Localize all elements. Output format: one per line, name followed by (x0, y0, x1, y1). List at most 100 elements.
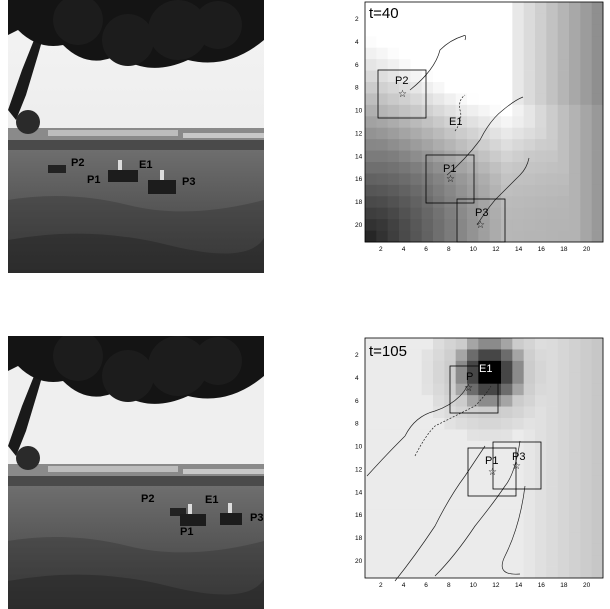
heatmap-cell (501, 360, 513, 373)
heatmap-cell (523, 104, 536, 117)
heatmap-cell (535, 184, 547, 197)
photo-label-p1: P1 (180, 526, 193, 538)
heatmap-cell (365, 70, 377, 83)
heatmap-cell (523, 509, 536, 522)
heatmap-cell (523, 372, 536, 385)
heatmap-cell (376, 127, 389, 140)
heatmap-cell (591, 104, 604, 117)
heatmap-cell (444, 440, 457, 453)
heatmap-cell (387, 13, 400, 26)
heatmap-cell (478, 2, 491, 14)
heatmap-cell (365, 338, 377, 350)
heatmap-cell (557, 360, 570, 373)
y-tick-label: 10 (355, 444, 363, 451)
heat-label-e1: E1 (449, 116, 462, 128)
heatmap-cell (444, 543, 457, 556)
heatmap-cell (546, 150, 559, 163)
heatmap-cell (421, 498, 434, 510)
heatmap-cell (478, 463, 491, 476)
heatmap-cell (512, 440, 525, 453)
heatmap-cell (512, 372, 525, 385)
heatmap-cell (501, 349, 513, 362)
heatmap-cell (433, 338, 445, 350)
heatmap-cell (489, 440, 502, 453)
heatmap-cell (501, 219, 513, 231)
heatmap-cell (546, 219, 559, 231)
heatmap-cell (489, 395, 502, 407)
heatmap-cell (557, 349, 570, 362)
heatmap-cell (455, 418, 468, 430)
heatmap-cell (455, 230, 468, 243)
heatmap-cell (591, 486, 604, 499)
heatmap-cell (591, 509, 604, 522)
heatmap-cell (410, 383, 423, 396)
heatmap-cell (455, 555, 468, 567)
heatmap-cell (365, 2, 377, 14)
heatmap-cell (546, 532, 559, 545)
heatmap-cell (580, 219, 593, 231)
heatmap-cell (433, 498, 445, 510)
heatmap-cell (444, 349, 457, 362)
heatmap-bottom: 2 4 6 8 10 12 14 16 18 20 2 4 6 8 10 12 14 16 18 20 t=105 ☆… (355, 336, 610, 609)
heatmap-cell (399, 543, 411, 556)
y-tick-label: 2 (355, 352, 359, 359)
x-tick-label: 2 (379, 246, 383, 253)
heatmap-cell (467, 486, 479, 499)
y-tick-label: 12 (355, 466, 363, 473)
heatmap-cell (523, 498, 536, 510)
heatmap-cell (557, 184, 570, 197)
heatmap-cell (591, 349, 604, 362)
heatmap-cell (580, 36, 593, 49)
heatmap-cell (433, 360, 445, 373)
x-tick-label: 2 (379, 582, 383, 589)
heatmap-cell (489, 173, 502, 186)
x-tick-label: 12 (492, 246, 500, 253)
heatmap-cell (365, 104, 377, 117)
heatmap-cell (557, 196, 570, 209)
heatmap-cell (489, 555, 502, 567)
heatmap-cell (433, 139, 445, 151)
heatmap-cell (580, 463, 593, 476)
heatmap-cell (467, 566, 479, 579)
time-label-top: t=40 (369, 5, 399, 22)
heatmap-cell (501, 24, 513, 37)
heatmap-cell (421, 70, 434, 83)
heatmap-cell (489, 383, 502, 396)
heatmap-cell (444, 463, 457, 476)
heatmap-cell (455, 207, 468, 220)
heatmap-cell (569, 429, 581, 442)
heatmap-cell (557, 36, 570, 49)
robot-p2 (170, 508, 186, 516)
heatmap-cell (535, 360, 547, 373)
robot-marker-p1: ☆ (488, 467, 497, 478)
heatmap-cell (501, 543, 513, 556)
heatmap-cell (478, 486, 491, 499)
heatmap-cell (421, 486, 434, 499)
heatmap-cell (455, 104, 468, 117)
heatmap-cell (399, 486, 411, 499)
heatmap-bottom-cells (365, 338, 604, 579)
heatmap-cell (478, 104, 491, 117)
heatmap-cell (523, 418, 536, 430)
heatmap-cell (376, 162, 389, 174)
heatmap-cell (591, 406, 604, 419)
heatmap-cell (546, 360, 559, 373)
heatmap-cell (523, 116, 536, 129)
heatmap-cell (535, 104, 547, 117)
heatmap-cell (580, 150, 593, 163)
heatmap-cell (535, 162, 547, 174)
heatmap-cell (569, 498, 581, 510)
heatmap-cell (444, 555, 457, 567)
heatmap-cell (591, 338, 604, 350)
heatmap-cell (489, 184, 502, 197)
heatmap-cell (501, 36, 513, 49)
heatmap-cell (410, 429, 423, 442)
heatmap-cell (580, 184, 593, 197)
heatmap-cell (365, 127, 377, 140)
heatmap-cell (580, 555, 593, 567)
heatmap-cell (546, 486, 559, 499)
heatmap-cell (444, 47, 457, 60)
x-tick-label: 18 (560, 582, 568, 589)
heatmap-cell (433, 93, 445, 106)
heatmap-cell (523, 566, 536, 579)
